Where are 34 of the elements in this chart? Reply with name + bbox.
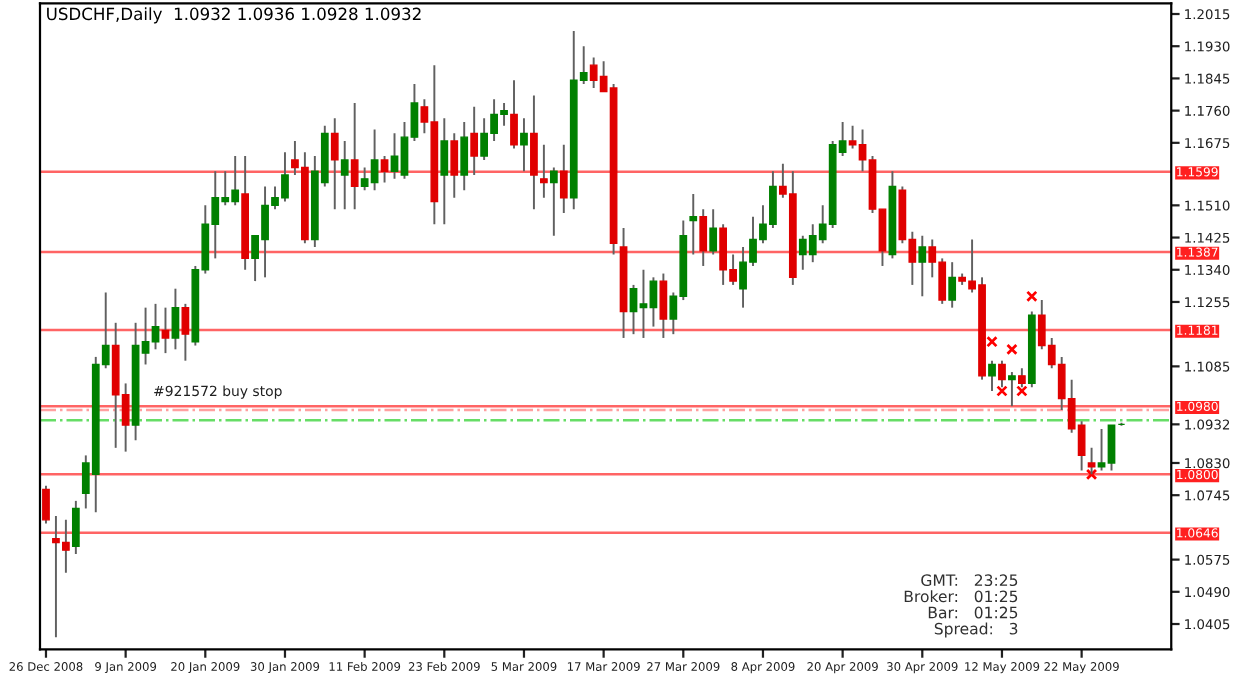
candlestick <box>181 302 190 362</box>
candlestick <box>330 117 339 211</box>
candlestick <box>350 102 359 211</box>
candlestick <box>42 484 50 525</box>
point <box>996 385 1008 397</box>
candlestick <box>1008 371 1016 408</box>
candlestick <box>699 208 708 267</box>
point <box>1016 385 1028 397</box>
candlestick <box>440 117 449 226</box>
point <box>1085 468 1098 481</box>
candlestick <box>340 139 349 211</box>
candlestick <box>171 287 180 351</box>
candlestick <box>918 234 927 298</box>
candlestick <box>380 155 389 184</box>
candlestick <box>161 306 170 355</box>
point <box>986 335 998 348</box>
candlestick <box>709 208 718 256</box>
candlestick <box>659 272 668 339</box>
candlestick <box>948 261 957 309</box>
candlestick <box>549 166 558 237</box>
candlestick <box>71 499 80 555</box>
point <box>1026 290 1038 303</box>
candlestick <box>559 143 568 214</box>
candlestick <box>450 132 459 199</box>
candlestick <box>510 79 518 150</box>
candlestick <box>470 105 479 177</box>
candlestick <box>540 143 548 199</box>
candlestick <box>520 117 528 173</box>
point <box>1006 343 1018 356</box>
candlestick <box>460 121 469 192</box>
candlestick <box>530 94 538 211</box>
chart-title: USDCHF,Daily 1.0932 1.0936 1.0928 1.0932 <box>47 7 421 24</box>
candlestick <box>988 359 996 392</box>
candlestick <box>689 193 698 256</box>
